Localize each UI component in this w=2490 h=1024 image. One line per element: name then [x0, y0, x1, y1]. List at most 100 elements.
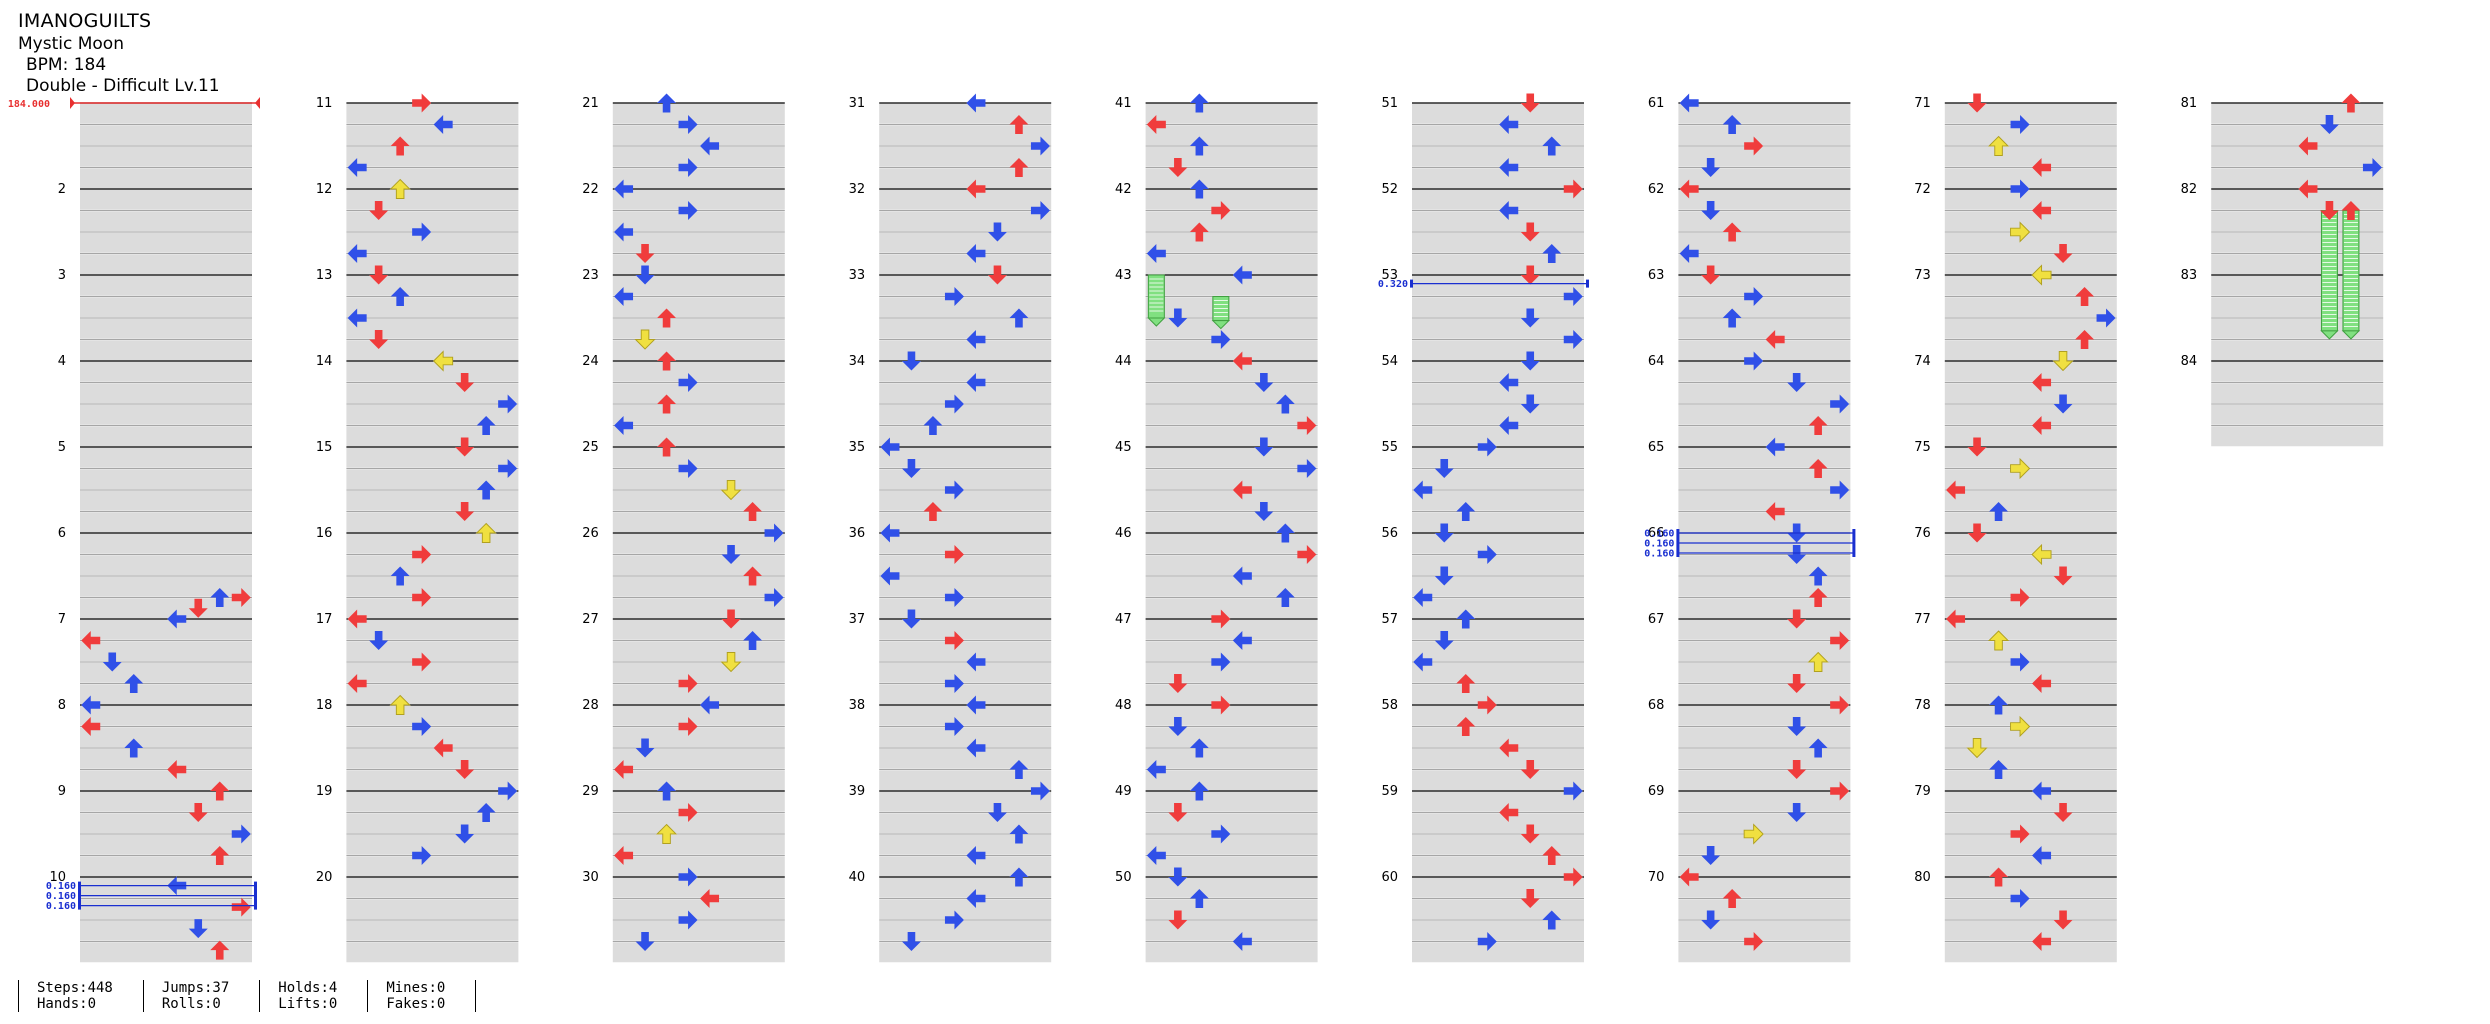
- step-arrow-red: [455, 760, 475, 779]
- measure-block: [612, 532, 785, 619]
- measure-block: [1678, 102, 1851, 189]
- beat-shade: [1412, 920, 1584, 941]
- beat-shade: [1145, 340, 1318, 361]
- beat-shade: [1678, 748, 1851, 769]
- measure-number: 52: [1381, 182, 1398, 197]
- step-arrow-red: [1211, 609, 1231, 629]
- beat-shade: [1412, 189, 1584, 210]
- measure-block: [1145, 188, 1318, 275]
- measure-block: [1145, 618, 1318, 705]
- beat-shade: [1145, 426, 1318, 447]
- step-arrow-blue: [764, 587, 784, 608]
- measure-number: 16: [316, 526, 333, 541]
- mines-count: Mines:0: [386, 980, 446, 996]
- beat-shade: [1145, 211, 1318, 232]
- beat-shade: [80, 619, 252, 640]
- measure-number: 56: [1381, 526, 1398, 541]
- step-arrow-blue: [1722, 115, 1742, 134]
- step-arrow-red: [1211, 695, 1231, 715]
- step-arrow-blue: [1744, 286, 1764, 307]
- beat-shade: [879, 211, 1052, 232]
- step-arrow-red: [1211, 200, 1231, 221]
- step-arrow-red: [1168, 803, 1188, 822]
- step-arrow-blue: [901, 459, 921, 478]
- freeze-body: [1147, 274, 1165, 319]
- step-arrow-blue: [1211, 824, 1231, 844]
- beat-shade: [1678, 533, 1851, 554]
- step-arrow-blue: [1232, 630, 1252, 651]
- step-arrow-red: [188, 598, 208, 618]
- step-arrow-blue: [678, 372, 698, 393]
- beat-shade: [612, 770, 785, 791]
- beat-shade: [1944, 490, 2117, 511]
- beat-shade: [1944, 770, 2117, 791]
- beat-shade: [1944, 662, 2117, 683]
- beat-shade: [1145, 899, 1318, 920]
- beat-shade: [1145, 533, 1318, 554]
- beat-shade: [879, 318, 1052, 339]
- step-arrow-blue: [1563, 286, 1583, 307]
- beat-shade: [80, 942, 252, 963]
- step-arrow-red: [1989, 867, 2009, 887]
- beat-shade: [1944, 555, 2117, 576]
- measure-block: [80, 618, 252, 705]
- step-arrow-blue: [678, 910, 698, 930]
- step-arrow-red: [210, 781, 230, 801]
- step-arrow-red: [1009, 158, 1029, 177]
- step-arrow-red: [412, 544, 432, 565]
- measure-number: 70: [1648, 870, 1665, 885]
- measure-number: 81: [2181, 96, 2198, 111]
- step-arrow-red: [210, 940, 230, 960]
- step-arrow-red: [2032, 415, 2052, 436]
- beat-shade: [1944, 469, 2117, 490]
- stop-bracket-left: [78, 881, 81, 910]
- step-arrow-red: [721, 609, 741, 629]
- step-arrow-red: [1830, 695, 1850, 715]
- step-arrow-blue: [1499, 114, 1519, 135]
- measure-number: 74: [1914, 354, 1931, 369]
- beat-shade: [80, 426, 252, 447]
- beat-shade: [1678, 856, 1851, 877]
- beat-shade: [2211, 297, 2384, 318]
- freeze-arrow: [2320, 210, 2339, 340]
- step-arrow-red: [369, 265, 389, 285]
- beat-shade: [1412, 619, 1584, 640]
- step-arrow-blue: [2032, 845, 2052, 866]
- step-arrow-blue: [347, 243, 367, 264]
- beat-shade: [1944, 748, 2117, 769]
- beat-shade: [346, 512, 519, 533]
- step-arrow-red: [2010, 824, 2030, 844]
- step-arrow-yellow: [1743, 823, 1764, 845]
- measure-block: [612, 790, 785, 877]
- beat-shade: [879, 791, 1052, 812]
- measure-number: 32: [849, 182, 866, 197]
- measure-number: 49: [1115, 784, 1132, 799]
- step-arrow-blue: [901, 932, 921, 951]
- beat-shade: [1145, 383, 1318, 404]
- lifts-count: Lifts:0: [278, 996, 338, 1012]
- step-arrow-red: [2341, 201, 2361, 220]
- beat-shade: [80, 705, 252, 726]
- bpm-value: 184.000: [8, 99, 50, 110]
- beat-shade: [1678, 662, 1851, 683]
- measure-number: 44: [1115, 354, 1132, 369]
- step-arrow-red: [1456, 717, 1476, 736]
- stop-duration: 0.160: [46, 901, 76, 912]
- step-arrow-red: [1520, 760, 1540, 779]
- beat-shade: [1678, 598, 1851, 619]
- beat-shade: [1145, 856, 1318, 877]
- beat-shade: [346, 770, 519, 791]
- step-arrow-blue: [1456, 609, 1476, 629]
- beat-shade: [1944, 168, 2117, 189]
- step-arrow-blue: [347, 308, 367, 328]
- step-arrow-blue: [1701, 846, 1721, 865]
- step-arrow-blue: [901, 609, 921, 629]
- beat-shade: [1412, 340, 1584, 361]
- measure-number: 79: [1914, 784, 1931, 799]
- step-arrow-red: [657, 308, 677, 328]
- step-arrow-blue: [1146, 845, 1166, 866]
- beat-shade: [2211, 426, 2384, 447]
- beat-shade: [612, 920, 785, 941]
- beat-shade: [2211, 340, 2384, 361]
- beat-shade: [1412, 361, 1584, 382]
